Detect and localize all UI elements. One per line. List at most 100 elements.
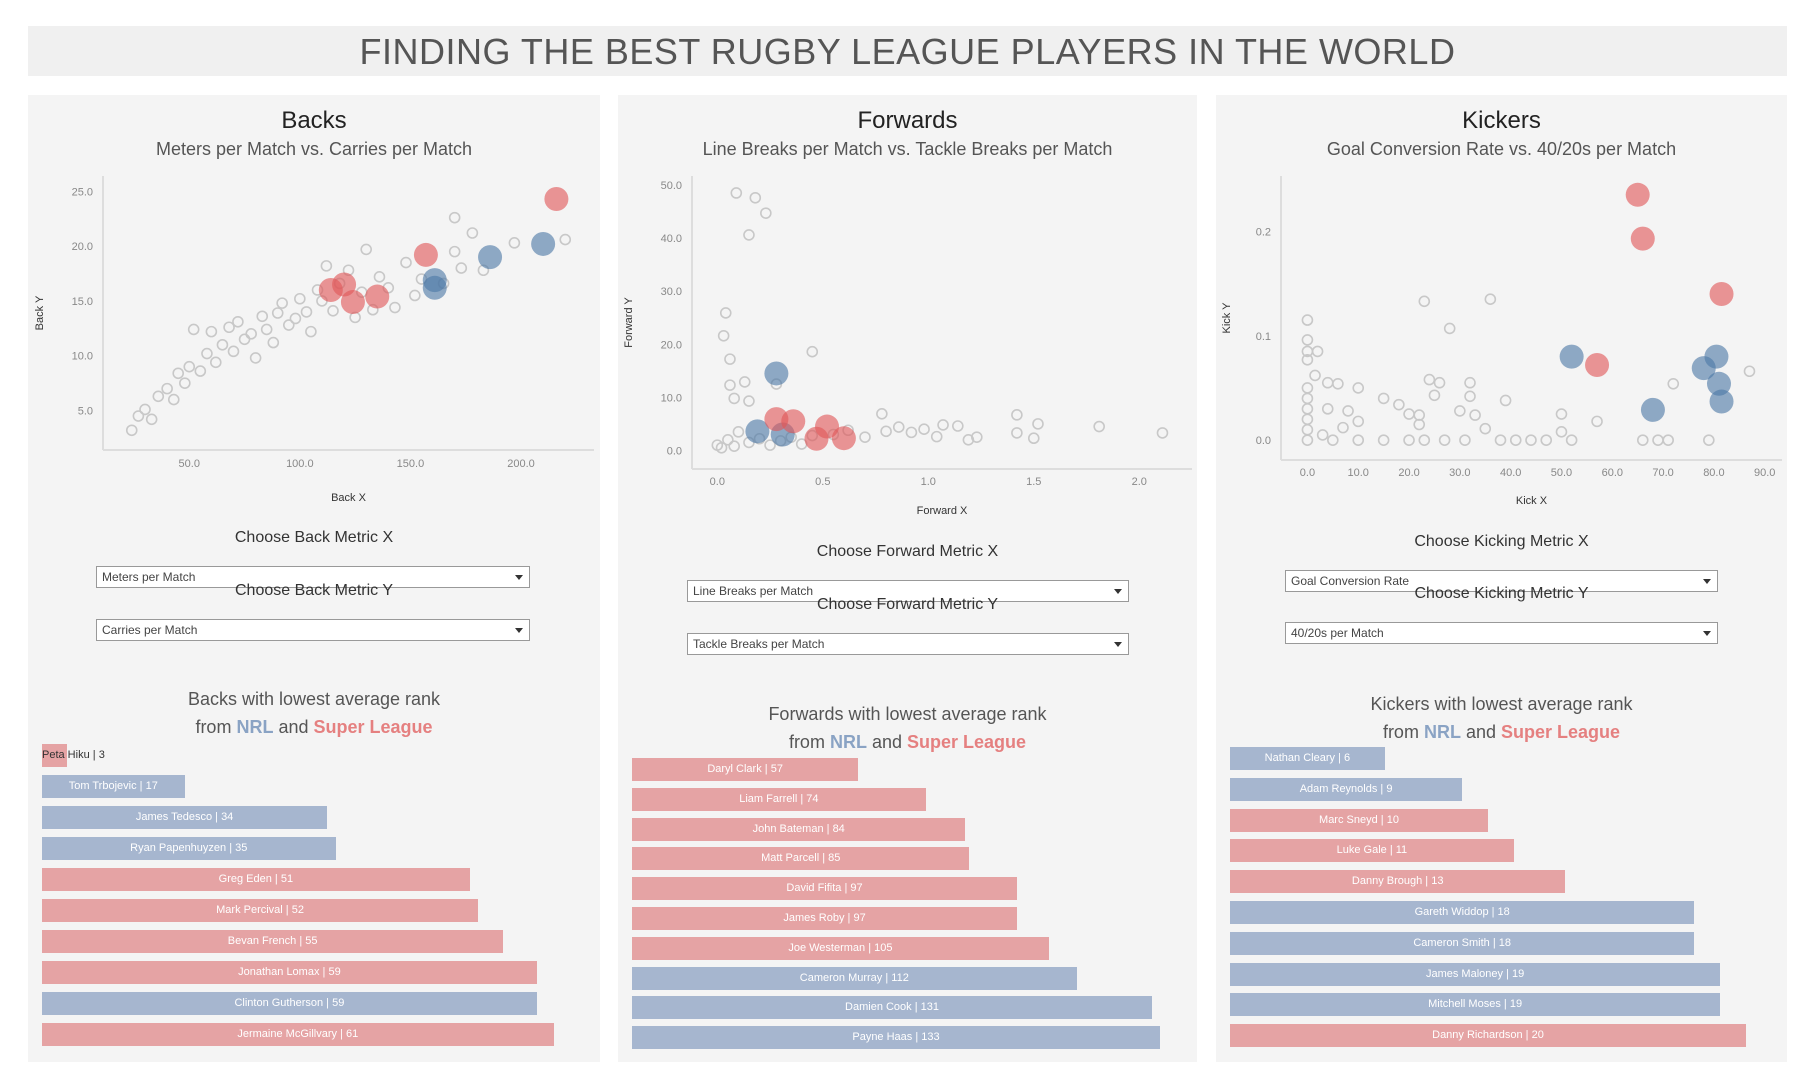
scatter-point-other[interactable] [145, 413, 158, 426]
scatter-point-other[interactable] [1403, 408, 1415, 420]
scatter-point-other[interactable] [1479, 422, 1492, 435]
scatter-point-super-league[interactable] [340, 290, 365, 315]
scatter-point-other[interactable] [320, 260, 333, 272]
scatter-point-other[interactable] [728, 392, 740, 405]
scatter-point-other[interactable] [508, 237, 521, 249]
scatter-point-other[interactable] [245, 328, 257, 340]
scatter-point-other[interactable] [300, 306, 313, 318]
scatter-point-other[interactable] [1443, 322, 1456, 335]
scatter-point-other[interactable] [209, 356, 222, 369]
scatter-point-other[interactable] [232, 315, 244, 328]
scatter-point-other[interactable] [1540, 434, 1553, 446]
scatter-point-nrl[interactable] [1691, 356, 1716, 381]
scatter-point-other[interactable] [880, 425, 892, 438]
rank-bar-payne-haas[interactable]: Payne Haas | 133 [632, 1026, 1160, 1050]
scatter-point-nrl[interactable] [478, 245, 503, 270]
scatter-point-super-league[interactable] [1630, 226, 1655, 251]
scatter-point-other[interactable] [282, 319, 295, 331]
scatter-point-other[interactable] [1321, 403, 1334, 415]
scatter-point-other[interactable] [152, 390, 165, 403]
scatter-point-nrl[interactable] [422, 275, 447, 300]
scatter-point-other[interactable] [1454, 405, 1466, 417]
rank-bar-gareth-widdop[interactable]: Gareth Widdop | 18 [1230, 901, 1695, 924]
scatter-point-other[interactable] [760, 207, 772, 219]
rank-bar-matt-parcell[interactable]: Matt Parcell | 85 [632, 847, 970, 871]
rank-bar-danny-brough[interactable]: Danny Brough | 13 [1230, 870, 1566, 894]
scatter-point-other[interactable] [728, 440, 740, 452]
scatter-point-other[interactable] [1555, 426, 1568, 438]
scatter-point-other[interactable] [249, 352, 262, 364]
rank-bar-peta-hiku[interactable]: Peta Hiku | 3 [42, 744, 105, 767]
rank-bar-james-roby[interactable]: James Roby | 97 [632, 907, 1018, 930]
rank-bar-marc-sneyd[interactable]: Marc Sneyd | 10 [1230, 808, 1488, 832]
scatter-point-nrl[interactable] [1559, 344, 1584, 369]
scatter-point-super-league[interactable] [365, 284, 390, 309]
metric-x-dropdown[interactable]: Goal Conversion Rate [1285, 570, 1718, 592]
scatter-point-other[interactable] [466, 227, 479, 239]
scatter-point-other[interactable] [1438, 434, 1451, 446]
scatter-point-other[interactable] [1337, 421, 1349, 434]
scatter-point-other[interactable] [1327, 434, 1339, 446]
scatter-point-other[interactable] [400, 256, 412, 269]
scatter-point-other[interactable] [167, 393, 180, 406]
scatter-point-other[interactable] [271, 307, 284, 319]
scatter-point-other[interactable] [227, 345, 240, 358]
scatter-point-other[interactable] [201, 347, 213, 360]
scatter-point-other[interactable] [1433, 376, 1446, 389]
scatter-point-other[interactable] [1377, 434, 1390, 446]
rank-bar-tom-trbojevic[interactable]: Tom Trbojevic | 17 [42, 775, 185, 798]
scatter-point-other[interactable] [724, 353, 736, 365]
scatter-point-other[interactable] [1301, 382, 1314, 394]
metric-y-dropdown[interactable]: Carries per Match [96, 619, 530, 641]
scatter-point-other[interactable] [1469, 409, 1481, 421]
scatter-point-other[interactable] [1301, 434, 1314, 446]
scatter-point-other[interactable] [260, 323, 273, 336]
rank-bar-damien-cook[interactable]: Damien Cook | 131 [632, 996, 1153, 1020]
rank-bar-ryan-papenhuyzen[interactable]: Ryan Papenhuyzen | 35 [42, 837, 336, 860]
rank-bar-daryl-clark[interactable]: Daryl Clark | 57 [632, 758, 859, 781]
rank-bar-mitchell-moses[interactable]: Mitchell Moses | 19 [1230, 993, 1721, 1017]
scatter-point-other[interactable] [937, 419, 949, 431]
scatter-point-other[interactable] [327, 305, 339, 317]
scatter-point-other[interactable] [132, 410, 145, 422]
rank-bar-jermaine-mcgillvary[interactable]: Jermaine McGillvary | 61 [42, 1023, 554, 1046]
scatter-point-other[interactable] [1743, 365, 1756, 378]
scatter-point-other[interactable] [1494, 434, 1507, 446]
rank-bar-liam-farrell[interactable]: Liam Farrell | 74 [632, 787, 926, 811]
scatter-point-other[interactable] [1662, 434, 1674, 446]
scatter-point-other[interactable] [738, 376, 751, 388]
scatter-point-other[interactable] [409, 289, 421, 302]
scatter-point-other[interactable] [1525, 434, 1537, 446]
scatter-point-other[interactable] [1428, 389, 1441, 402]
scatter-point-other[interactable] [1403, 434, 1415, 446]
scatter-point-other[interactable] [1423, 373, 1436, 386]
scatter-point-other[interactable] [1499, 394, 1512, 407]
scatter-point-other[interactable] [1301, 413, 1314, 426]
scatter-point-other[interactable] [930, 430, 943, 443]
scatter-point-other[interactable] [172, 367, 184, 380]
rank-bar-bevan-french[interactable]: Bevan French | 55 [42, 930, 504, 953]
scatter-point-other[interactable] [1377, 392, 1390, 405]
scatter-point-other[interactable] [892, 421, 905, 433]
rank-bar-adam-reynolds[interactable]: Adam Reynolds | 9 [1230, 777, 1463, 801]
rank-bar-clinton-gutherson[interactable]: Clinton Gutherson | 59 [42, 992, 537, 1015]
scatter-point-super-league[interactable] [544, 187, 569, 212]
scatter-point-other[interactable] [719, 307, 732, 319]
scatter-point-other[interactable] [1311, 345, 1324, 358]
scatter-point-other[interactable] [1301, 392, 1314, 405]
scatter-point-other[interactable] [724, 379, 736, 391]
scatter-point-other[interactable] [1418, 295, 1431, 308]
scatter-point-super-league[interactable] [1585, 352, 1610, 377]
scatter-point-other[interactable] [1027, 432, 1040, 445]
scatter-point-other[interactable] [1652, 434, 1664, 446]
scatter-point-nrl[interactable] [1709, 389, 1734, 414]
rank-bar-danny-richardson[interactable]: Danny Richardson | 20 [1230, 1024, 1746, 1048]
scatter-point-other[interactable] [1393, 398, 1405, 411]
scatter-point-other[interactable] [1352, 382, 1365, 394]
scatter-point-other[interactable] [1464, 376, 1476, 389]
scatter-point-super-league[interactable] [1625, 182, 1650, 207]
scatter-point-other[interactable] [1093, 420, 1105, 433]
scatter-point-other[interactable] [918, 423, 930, 435]
scatter-point-other[interactable] [876, 407, 888, 420]
scatter-point-other[interactable] [1703, 434, 1715, 446]
